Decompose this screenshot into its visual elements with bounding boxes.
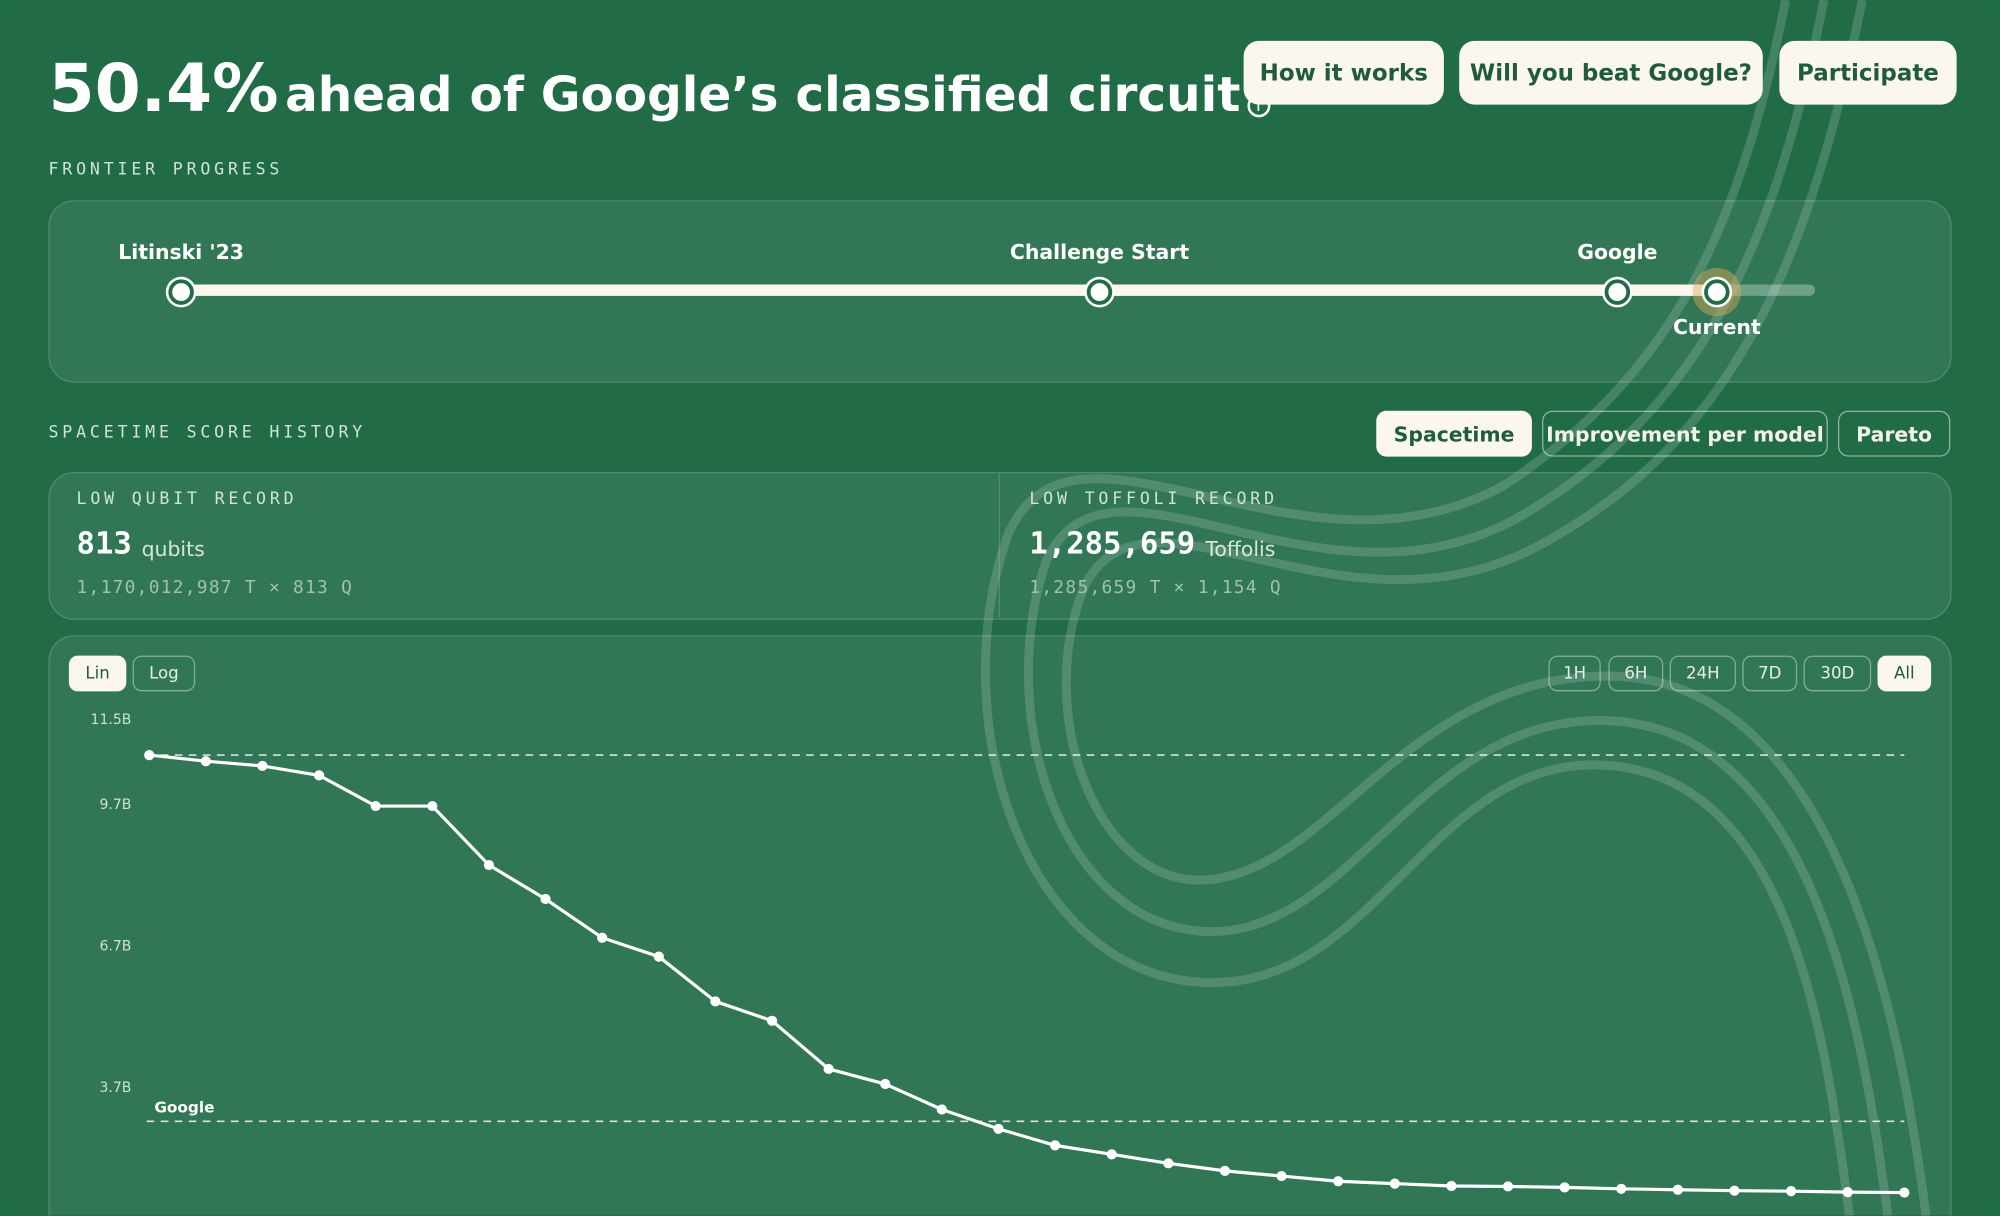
milestone-label: Current xyxy=(1672,315,1761,340)
data-point xyxy=(1729,1185,1740,1196)
data-point xyxy=(597,932,608,943)
toggle[interactable]: Log xyxy=(132,655,196,692)
data-point xyxy=(936,1104,947,1115)
data-point xyxy=(823,1063,834,1075)
data-point xyxy=(880,1078,891,1090)
button[interactable]: Participate xyxy=(1779,40,1957,105)
y-tick-label: 11.5B xyxy=(91,712,132,728)
milestone-marker xyxy=(168,279,194,305)
headline: 50.4% ahead of Google’s classified circu… xyxy=(48,51,1270,128)
milestone-marker xyxy=(1704,279,1730,305)
reference-label: Google xyxy=(154,1098,214,1116)
data-point xyxy=(1333,1176,1344,1187)
headline-text: ahead of Google’s classified circuit xyxy=(285,66,1241,123)
data-point xyxy=(257,760,268,772)
y-tick-label: 9.7B xyxy=(99,797,131,813)
headline-value: 50.4% xyxy=(48,51,279,128)
data-point xyxy=(1559,1182,1570,1193)
range-button[interactable]: 7D xyxy=(1742,655,1798,692)
data-point xyxy=(710,996,721,1007)
data-point xyxy=(1502,1181,1514,1192)
section-label: SPACETIME SCORE HISTORY xyxy=(48,423,367,443)
data-point xyxy=(993,1123,1004,1134)
y-tick-label: 6.7B xyxy=(99,938,131,954)
y-tick-label: 3.7B xyxy=(99,1080,131,1096)
data-point xyxy=(200,756,211,767)
data-point xyxy=(1616,1183,1627,1194)
toggle[interactable]: Lin xyxy=(68,655,127,692)
record-unit: Toffolis xyxy=(1205,536,1276,562)
divider xyxy=(998,473,1000,618)
range-button[interactable]: 6H xyxy=(1608,655,1664,692)
data-point xyxy=(1446,1180,1457,1192)
milestone-marker xyxy=(1604,279,1631,305)
record-detail: 1,285,659 T × 1,154 Q xyxy=(1029,577,1282,599)
milestone-label: Litinski '23 xyxy=(118,239,245,265)
record-value: 813 xyxy=(76,525,132,562)
data-point xyxy=(1672,1184,1683,1195)
data-point xyxy=(1106,1149,1117,1160)
range-button[interactable]: 24H xyxy=(1669,655,1736,692)
range-button[interactable]: All xyxy=(1877,655,1932,692)
tab[interactable]: Improvement per model xyxy=(1542,410,1828,457)
data-point xyxy=(1219,1165,1231,1176)
milestone-label: Challenge Start xyxy=(1009,239,1190,265)
record-detail: 1,170,012,987 T × 813 Q xyxy=(76,577,354,599)
record-value: 1,285,659 xyxy=(1029,525,1196,562)
record-label: LOW QUBIT RECORD xyxy=(76,489,298,509)
button[interactable]: How it works xyxy=(1243,40,1444,105)
data-point xyxy=(1276,1170,1287,1182)
progress-fill xyxy=(181,284,1717,296)
data-point xyxy=(427,800,438,812)
button[interactable]: Will you beat Google? xyxy=(1459,40,1763,105)
data-point xyxy=(766,1015,778,1026)
range-button[interactable]: 30D xyxy=(1803,655,1872,692)
record-label: LOW TOFFOLI RECORD xyxy=(1029,489,1278,509)
data-point xyxy=(313,770,325,781)
data-point xyxy=(1049,1140,1061,1151)
data-point xyxy=(540,893,551,905)
data-point xyxy=(1389,1178,1400,1189)
milestone-label: Google xyxy=(1577,239,1658,265)
tab[interactable]: Spacetime xyxy=(1376,410,1532,457)
data-point xyxy=(1786,1186,1797,1197)
data-point xyxy=(144,749,155,761)
data-point xyxy=(653,951,664,962)
data-point xyxy=(370,800,381,812)
records-panel xyxy=(48,471,1952,620)
data-point xyxy=(1842,1187,1853,1198)
tab[interactable]: Pareto xyxy=(1838,410,1951,457)
record-unit: qubits xyxy=(141,536,205,562)
chart-panel xyxy=(48,635,1952,1216)
range-button[interactable]: 1H xyxy=(1548,655,1601,692)
milestone-marker xyxy=(1086,279,1113,305)
data-point xyxy=(483,859,495,871)
data-point xyxy=(1163,1158,1174,1169)
series-line xyxy=(149,753,1905,1195)
data-point xyxy=(1899,1187,1910,1198)
section-label: FRONTIER PROGRESS xyxy=(48,160,284,180)
